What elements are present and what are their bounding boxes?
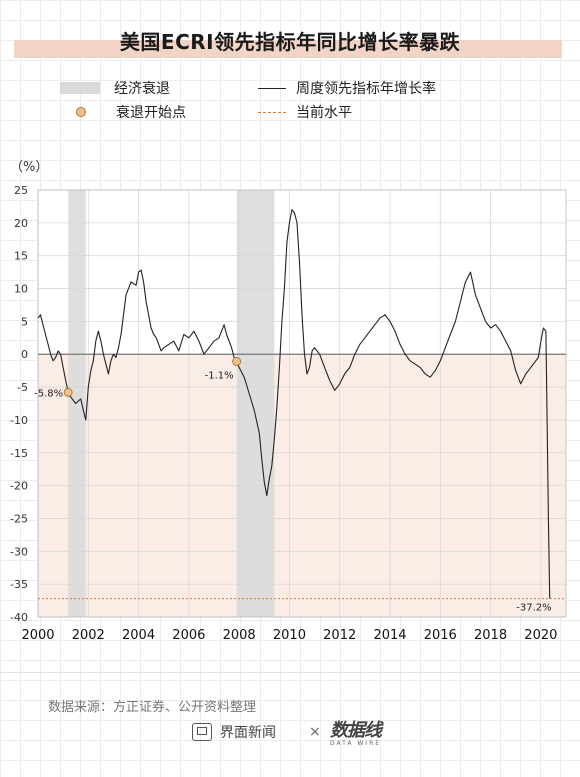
datawire-logo: 数据线 DATA WIRE <box>330 716 382 747</box>
brand-name: 界面新闻 <box>220 725 276 741</box>
y-tick-label: -15 <box>10 447 28 460</box>
recession-swatch <box>60 82 100 94</box>
y-unit-label: （%） <box>10 160 49 175</box>
legend-start: 衰退开始点 <box>60 102 186 122</box>
x-tick-label: 2014 <box>373 628 406 643</box>
recession-start-label: -5.8% <box>34 388 63 399</box>
y-tick-label: -20 <box>10 480 28 493</box>
recession-start-point <box>63 387 73 397</box>
y-tick-label: -5 <box>17 381 28 394</box>
recession-start-label: -1.1% <box>205 370 234 381</box>
y-tick-label: 10 <box>14 283 28 296</box>
legend-recession: 经济衰退 <box>60 78 170 98</box>
datawire-logo-text: 数据线 <box>330 720 382 741</box>
legend-current: 当前水平 <box>258 102 352 122</box>
y-tick-label: 20 <box>14 217 28 230</box>
y-tick-label: -35 <box>10 578 28 591</box>
y-tick-label: 15 <box>14 250 28 263</box>
x-tick-label: 2016 <box>424 628 457 643</box>
jiemian-logo-icon <box>192 723 212 741</box>
title-highlight <box>14 40 562 58</box>
legend-recession-label: 经济衰退 <box>114 81 170 97</box>
current-level-label: -37.2% <box>516 603 551 614</box>
legend-series-label: 周度领先指标年增长率 <box>296 81 436 97</box>
x-tick-label: 2008 <box>223 628 256 643</box>
chart-title: 美国ECRI领先指标年同比增长率暴跌 <box>119 30 461 54</box>
current-swatch <box>258 111 286 113</box>
x-tick-label: 2012 <box>323 628 356 643</box>
legend-current-label: 当前水平 <box>296 105 352 121</box>
source-note: 数据来源：方正证券、公开资料整理 <box>48 700 257 715</box>
plot-frame <box>37 189 567 618</box>
y-tick-label: -30 <box>10 545 28 558</box>
x-tick-label: 2020 <box>524 628 557 643</box>
x-tick-label: 2004 <box>122 628 155 643</box>
line-chart: 25 20 15 10 5 0 -5 -10 -15 -20 -25 -30 -35 -40 2000 200… <box>10 184 567 643</box>
x-tick-label: 2002 <box>72 628 105 643</box>
y-tick-label: 0 <box>21 348 28 361</box>
x-tick-label: 2006 <box>172 628 205 643</box>
recession-start-point <box>232 357 242 366</box>
y-tick-label: 5 <box>21 315 28 328</box>
footer-divider <box>0 672 580 673</box>
y-tick-label: 25 <box>14 184 28 197</box>
y-tick-label: -10 <box>10 414 28 427</box>
recession-band <box>68 190 86 617</box>
y-tick-label: -40 <box>10 611 28 624</box>
recession-band <box>236 190 275 617</box>
x-tick-label: 2018 <box>474 628 507 643</box>
series-swatch <box>258 87 286 89</box>
datawire-logo-sub: DATA WIRE <box>330 740 382 747</box>
legend-start-label: 衰退开始点 <box>116 105 186 121</box>
brand-jiemian: 界面新闻 <box>192 722 276 742</box>
x-tick-label: 2010 <box>273 628 306 643</box>
x-tick-label: 2000 <box>21 628 54 643</box>
brand-separator: × <box>309 724 321 740</box>
y-tick-label: -25 <box>10 512 28 525</box>
series-line <box>37 209 551 599</box>
legend-series: 周度领先指标年增长率 <box>258 78 436 98</box>
start-point-swatch <box>76 107 86 117</box>
